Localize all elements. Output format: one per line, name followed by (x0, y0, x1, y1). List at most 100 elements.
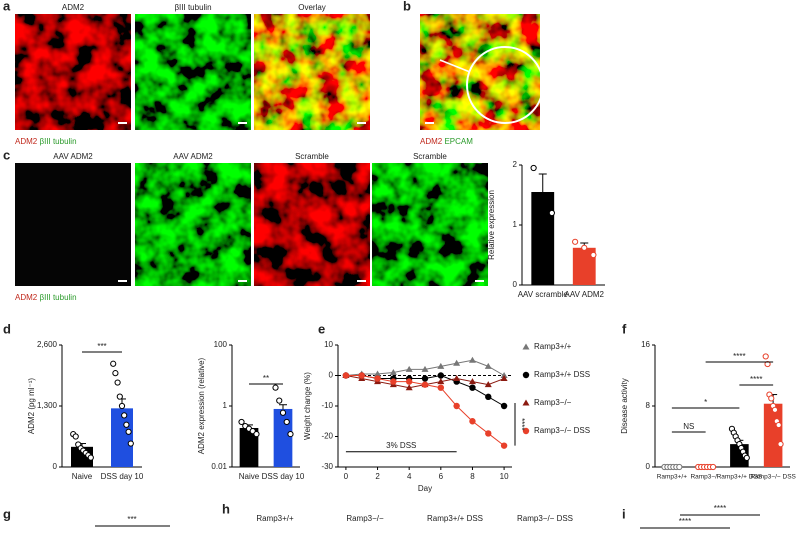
data-point (548, 209, 555, 217)
data-point (276, 397, 283, 404)
image-epcam (420, 14, 540, 130)
data-point (581, 244, 588, 251)
data-point (530, 164, 537, 172)
image-aav-green (135, 163, 251, 286)
y-tick-label: 100 (214, 340, 228, 349)
data-point (123, 421, 130, 428)
marker (374, 370, 382, 377)
image-aav-red (15, 163, 131, 286)
x-tick-label: Ramp3+/+ (657, 474, 688, 481)
data-point (118, 402, 126, 410)
y-tick-label: 0.01 (211, 462, 227, 471)
marker (437, 384, 445, 391)
panel-label: d (3, 321, 11, 336)
x-tick-label: Ramp3+/+ DSS (717, 474, 763, 481)
marker (453, 359, 461, 366)
annotation: 3% DSS (386, 441, 416, 450)
marker (405, 384, 413, 391)
data-point (116, 393, 123, 400)
caption-green: βIII tubulin (39, 293, 76, 302)
legend-label: Ramp3+/+ DSS (534, 370, 590, 379)
data-point (253, 430, 260, 438)
marker (453, 402, 460, 410)
marker (421, 381, 429, 388)
legend-label: Ramp3−/− (534, 398, 572, 407)
significance: *** (97, 342, 106, 351)
caption-red: ADM2 (15, 293, 38, 302)
marker (405, 365, 413, 372)
marker (421, 375, 429, 382)
image-title: Ramp3−/− DSS (517, 514, 573, 523)
y-tick-label: 1 (513, 220, 518, 229)
marker (469, 384, 476, 391)
marker (484, 381, 492, 388)
marker (437, 372, 445, 379)
image-title: ADM2 (62, 3, 85, 12)
significance: **** (679, 517, 691, 526)
image-title: βIII tubulin (174, 3, 211, 12)
y-tick-label: 0 (329, 371, 334, 380)
x-tick-label: 6 (439, 472, 444, 481)
marker (522, 427, 530, 435)
caption: ADM2 EPCAM (420, 137, 473, 146)
data-point (590, 251, 597, 259)
marker (389, 368, 397, 375)
significance: **** (714, 504, 726, 513)
caption-red: ADM2 (420, 137, 443, 146)
marker (484, 362, 492, 369)
marker (485, 393, 492, 401)
image-adm2 (15, 14, 131, 130)
x-tick-label: DSS day 10 (262, 472, 305, 481)
marker (500, 375, 508, 382)
data-point (762, 353, 769, 360)
marker (437, 378, 445, 385)
y-tick-label: 1 (223, 401, 228, 410)
data-point (768, 395, 775, 402)
y-tick-label: 10 (324, 340, 333, 349)
y-axis-label: ADM2 expression (relative) (197, 357, 206, 454)
marker (421, 365, 429, 372)
marker (500, 442, 508, 449)
data-point (287, 430, 294, 438)
marker (500, 372, 508, 378)
significance: **** (733, 352, 745, 361)
marker (390, 378, 397, 385)
x-tick-label: 8 (470, 472, 475, 481)
panel-label: h (222, 501, 230, 516)
x-tick-label: Ramp3−/− (690, 474, 721, 481)
marker (522, 371, 530, 379)
marker (500, 402, 508, 410)
caption: ADM2 βIII tubulin (15, 137, 77, 146)
marker (522, 343, 530, 350)
y-tick-label: 8 (646, 401, 651, 410)
image-title: AAV ADM2 (53, 152, 93, 161)
x-axis-label: Day (418, 484, 432, 493)
y-tick-label: -10 (321, 401, 333, 410)
data-point (764, 360, 771, 368)
x-tick-label: 4 (407, 472, 412, 481)
bar (572, 247, 596, 285)
y-tick-label: 2,600 (37, 340, 58, 349)
x-tick-label: AAV ADM2 (565, 290, 605, 299)
y-tick-label: -20 (321, 432, 333, 441)
data-point (283, 418, 290, 426)
image-title: Scramble (413, 152, 447, 161)
x-tick-label: Ramp3−/− DSS (750, 474, 796, 481)
scale-bars (118, 122, 484, 282)
marker (485, 430, 492, 437)
marker (468, 378, 476, 385)
marker (468, 356, 476, 363)
panel-label: g (3, 506, 11, 521)
data-point (127, 440, 134, 447)
image-title: AAV ADM2 (173, 152, 213, 161)
panel-label: b (403, 0, 411, 13)
bar (239, 427, 259, 467)
x-tick-label: 0 (344, 472, 349, 481)
zoom-line (439, 59, 471, 73)
caption-green: βIII tubulin (39, 137, 76, 146)
significance: *** (127, 515, 136, 524)
significance: **** (750, 375, 762, 384)
image-title: Ramp3+/+ DSS (427, 514, 483, 523)
marker (358, 372, 365, 379)
x-tick-label: AAV scramble (518, 290, 569, 299)
